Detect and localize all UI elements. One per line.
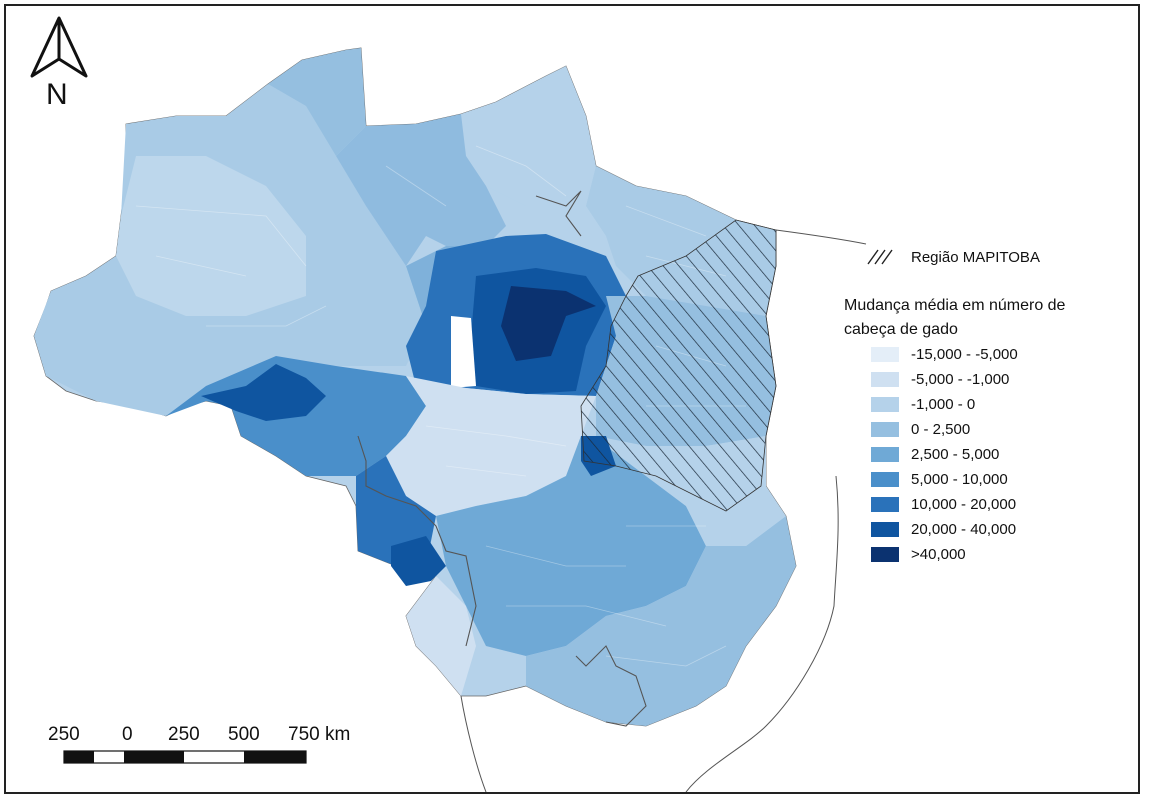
region-para-darkest [501,286,596,361]
legend-label: -1,000 - 0 [911,395,976,413]
legend-label: 0 - 2,500 [911,420,971,438]
region-mato-grosso [386,376,596,516]
region-southeast [526,516,796,726]
legend-item: -5,000 - -1,000 [871,370,1009,388]
region-amapa [461,66,596,206]
region-amazonas-lighter [116,156,306,316]
region-mato-grosso-west [356,456,436,566]
municipal-borders [135,145,746,667]
map-frame: N Região MAPITOBA Mudança média em númer… [4,4,1140,794]
legend-title-line-2: cabeça de gado [844,321,958,338]
legend-swatch [871,496,899,512]
legend-label: -5,000 - -1,000 [911,370,1010,388]
north-label: N [46,78,68,111]
legend-label: 10,000 - 20,000 [911,495,1017,513]
mapitoba-legend-icon [867,249,893,265]
legend-label: 2,500 - 5,000 [911,445,1000,463]
region-rondonia-dark [201,364,326,421]
legend-item: -1,000 - 0 [871,395,975,413]
legend-item: >40,000 [871,545,966,563]
region-para-west [336,114,506,266]
legend-item: 10,000 - 20,000 [871,495,1016,513]
legend-label: >40,000 [911,545,966,563]
legend-item: 20,000 - 40,000 [871,520,1016,538]
legend-label: 5,000 - 10,000 [911,470,1008,488]
legend-label: -15,000 - -5,000 [911,345,1018,363]
scale-label: 500 [228,724,260,745]
scale-label: 750 km [288,724,351,745]
legend-swatch [871,446,899,462]
north-arrow-icon [30,16,88,78]
legend-swatch [871,546,899,562]
scale-label: 250 [168,724,200,745]
legend-swatch [871,396,899,412]
scale-label: 0 [122,724,133,745]
region-para-pocket [451,316,476,388]
legend-swatch [871,371,899,387]
mapitoba-region [580,219,777,512]
legend-swatch [871,471,899,487]
legend-item: 2,500 - 5,000 [871,445,999,463]
legend-item: -15,000 - -5,000 [871,345,1018,363]
legend-item: 5,000 - 10,000 [871,470,1008,488]
legend-swatch [871,421,899,437]
coastline-east [685,229,867,792]
legend-item: 0 - 2,500 [871,420,970,438]
mapitoba-legend-label: Região MAPITOBA [911,249,1040,266]
state-borders [357,190,647,727]
scale-bar [63,750,307,764]
map-canvas [33,47,893,792]
legend-title: Mudança média em número de cabeça de gad… [844,294,1114,342]
region-roraima [268,48,366,156]
legend-swatch [871,346,899,362]
legend-title-line-1: Mudança média em número de [844,297,1066,314]
coastline-south [460,695,487,792]
scale-label: 250 [48,724,80,745]
region-mato-grosso-dark [391,536,446,586]
region-central [436,436,706,656]
legend-label: 20,000 - 40,000 [911,520,1017,538]
scale-bar-labels: 250 0 250 500 750 km [44,724,374,750]
region-south-light [406,576,476,696]
legend-swatch [871,521,899,537]
